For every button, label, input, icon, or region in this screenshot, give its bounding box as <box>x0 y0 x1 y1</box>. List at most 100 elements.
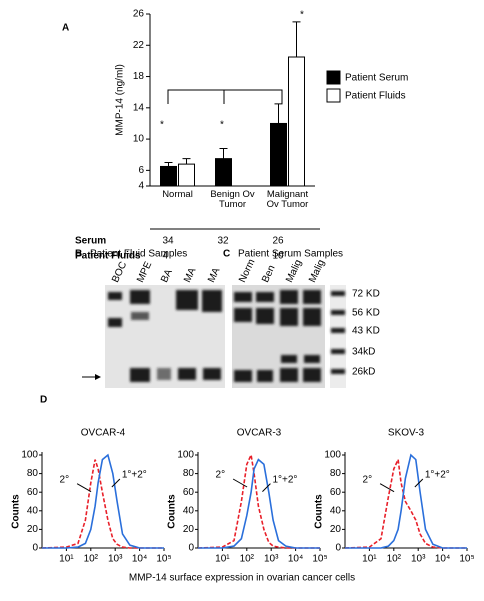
annotation-arrow <box>262 483 271 493</box>
annotation: * <box>300 10 304 21</box>
row-label: Patient Fluids <box>75 251 141 262</box>
annotation: 2° <box>60 474 70 485</box>
lane-label: MA <box>182 266 198 285</box>
legend-swatch <box>326 70 341 85</box>
marker-label: 72 KD <box>352 289 380 300</box>
x-tick-label: Benign Ov Tumor <box>210 189 255 210</box>
bar <box>288 56 305 187</box>
bar <box>270 122 287 187</box>
x-tick-label: 10¹ <box>215 554 230 565</box>
marker-label: 43 KD <box>352 326 380 337</box>
series-line <box>42 453 164 549</box>
marker-label: 26kD <box>352 367 375 378</box>
count: 32 <box>218 236 230 247</box>
x-tick-label: 10² <box>84 554 99 565</box>
x-tick-label: 10⁵ <box>312 554 327 565</box>
y-tick-label: 60 <box>183 487 195 498</box>
panel-label: C <box>223 249 230 260</box>
axes <box>344 452 467 549</box>
annotation: 1°+2° <box>272 474 297 485</box>
lane-label: BA <box>159 267 175 284</box>
annotation-arrow <box>76 483 92 493</box>
y-tick-label: 80 <box>330 468 342 479</box>
y-tick-label: 10 <box>133 134 145 145</box>
y-tick-label: 22 <box>133 40 145 51</box>
chart-title: OVCAR-3 <box>237 428 282 439</box>
y-tick-label: 60 <box>330 487 342 498</box>
x-tick-label: 10⁵ <box>156 554 171 565</box>
y-tick-label: 100 <box>21 450 38 461</box>
legend-label: Patient Serum <box>345 73 408 84</box>
panel-label: B <box>75 249 82 260</box>
y-tick-label: 40 <box>330 505 342 516</box>
marker-label: 56 KD <box>352 308 380 319</box>
legend-label: Patient Fluids <box>345 91 406 102</box>
y-tick-label: 0 <box>32 543 38 554</box>
y-tick-label: 100 <box>177 450 194 461</box>
y-tick-label: 80 <box>27 468 39 479</box>
y-tick-label: 18 <box>133 71 145 82</box>
annotation-arrow <box>414 478 424 488</box>
y-axis-label: MMP-14 (ng/ml) <box>115 64 126 136</box>
row-label: Serum <box>75 236 106 247</box>
y-tick-label: 20 <box>330 524 342 535</box>
y-tick-label: 6 <box>138 165 144 176</box>
x-tick-label: 10⁴ <box>435 554 450 565</box>
x-tick-label: 10⁴ <box>288 554 303 565</box>
y-tick-label: 0 <box>188 543 194 554</box>
series-line <box>198 458 320 549</box>
bar <box>215 158 232 187</box>
annotation: 1°+2° <box>425 470 450 481</box>
annotation: * <box>160 120 164 131</box>
y-tick-label: 40 <box>183 505 195 516</box>
count: 34 <box>163 236 175 247</box>
y-tick-label: 20 <box>183 524 195 535</box>
annotation-arrow <box>379 483 395 493</box>
axes <box>41 452 164 549</box>
lane-label: Norm <box>237 258 257 285</box>
blot-title: Patient Fluid Samples <box>90 249 187 260</box>
annotation: 1°+2° <box>122 470 147 481</box>
x-tick-label: Malignant Ov Tumor <box>266 189 309 210</box>
y-tick-label: 100 <box>324 450 341 461</box>
x-tick-label: 10¹ <box>362 554 377 565</box>
lane-label: Ben <box>260 264 277 285</box>
x-tick-label: 10³ <box>108 554 123 565</box>
error-bar <box>182 158 191 165</box>
x-tick-label: 10⁵ <box>459 554 474 565</box>
bar <box>178 163 195 187</box>
error-bar <box>219 147 228 159</box>
x-tick-label: 10¹ <box>59 554 74 565</box>
annotation: 2° <box>216 470 226 481</box>
y-axis-label: Counts <box>167 494 178 529</box>
annotation: * <box>220 120 224 131</box>
x-tick-label: 10⁴ <box>132 554 147 565</box>
annotation: 2° <box>363 474 373 485</box>
x-tick-label: 10³ <box>411 554 426 565</box>
blots <box>82 285 346 388</box>
y-tick-label: 40 <box>27 505 39 516</box>
lane-label: Malig <box>284 258 304 284</box>
lane-label: BOC <box>110 260 129 284</box>
error-bar <box>274 103 283 124</box>
x-tick-label: 10² <box>387 554 402 565</box>
marker-label: 34kD <box>352 347 375 358</box>
blot-title: Patient Serum Samples <box>238 249 343 260</box>
panel-label: A <box>62 23 69 34</box>
count: 10 <box>273 251 285 262</box>
x-axis-label: MMP-14 surface expression in ovarian can… <box>129 573 355 584</box>
annotation-arrow <box>111 478 121 488</box>
y-tick-label: 26 <box>133 9 145 20</box>
series-line <box>344 456 467 549</box>
series-line <box>41 459 164 549</box>
y-tick-label: 80 <box>183 468 195 479</box>
y-tick-label: 60 <box>27 487 39 498</box>
chart-title: OVCAR-4 <box>81 428 126 439</box>
series-line <box>345 453 467 549</box>
lane-label: MPE <box>135 260 154 285</box>
panel-label: D <box>40 395 47 406</box>
y-tick-label: 4 <box>138 181 144 192</box>
y-tick-label: 14 <box>133 102 145 113</box>
